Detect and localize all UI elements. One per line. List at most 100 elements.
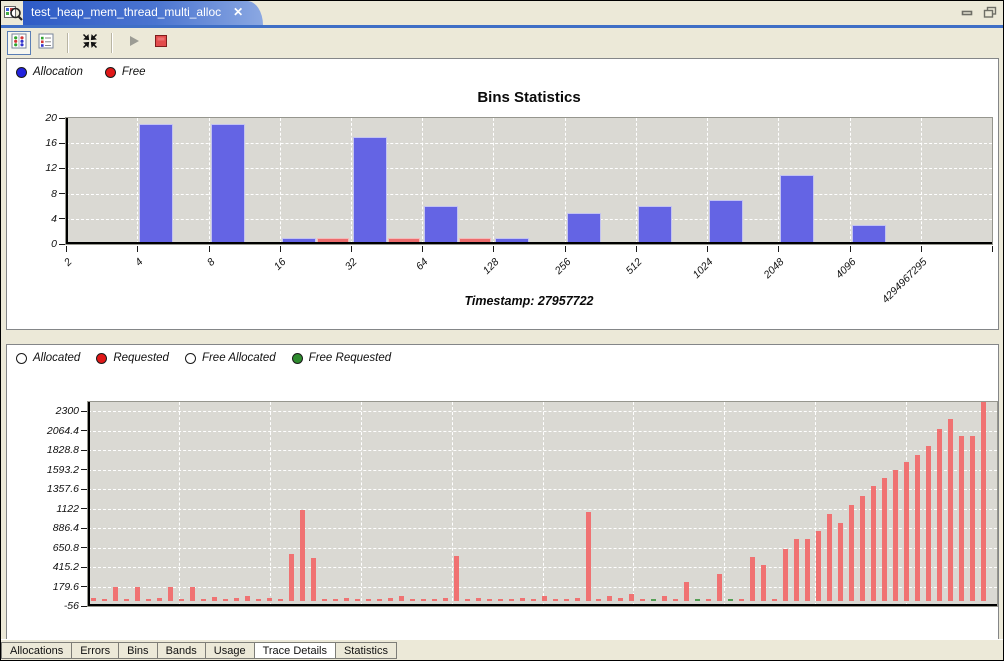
legend-item-requested: Requested <box>96 352 169 364</box>
bar-requested-7 <box>167 586 173 602</box>
bar-requested-36 <box>486 598 492 602</box>
chart-title: Bins Statistics <box>477 89 581 106</box>
y-axis-label: 8 <box>51 187 57 200</box>
gridline <box>269 402 271 606</box>
stop-button[interactable] <box>149 31 173 55</box>
bar-requested-41 <box>541 596 547 602</box>
bar-allocation-8 <box>210 124 245 244</box>
y-axis-label: 1593.2 <box>46 463 79 476</box>
legend-label: Free Allocated <box>201 352 276 364</box>
x-axis <box>88 604 997 606</box>
bar-requested-35 <box>475 598 481 602</box>
legend-swatch-allocation <box>16 66 27 78</box>
y-axis <box>66 118 68 244</box>
bar-requested-54 <box>684 582 690 602</box>
bar-requested-24 <box>354 598 360 602</box>
bar-requested-33 <box>453 556 459 602</box>
bar-allocation-16 <box>281 237 316 244</box>
bar-requested-5 <box>145 598 151 602</box>
view-tab-bar: Allocations Errors Bins Bands Usage Trace Det… <box>1 639 1003 660</box>
gridline <box>208 118 210 244</box>
tab-accent-line <box>1 25 1003 28</box>
gridline <box>815 402 817 606</box>
view-tab-statistics[interactable]: Statistics <box>334 642 397 659</box>
details-list-view-button[interactable] <box>34 31 58 55</box>
y-axis-label: 1122 <box>56 502 79 515</box>
x-tick <box>707 246 709 252</box>
bar-free-requested-51 <box>651 599 657 602</box>
view-tab-allocations[interactable]: Allocations <box>1 642 73 659</box>
x-axis <box>66 242 992 244</box>
x-tick <box>778 246 780 252</box>
gridline <box>422 118 424 244</box>
bar-requested-79 <box>959 435 964 602</box>
y-axis-label: 4 <box>51 212 57 225</box>
gridline <box>178 402 180 606</box>
bar-requested-65 <box>805 539 811 602</box>
view-tab-errors[interactable]: Errors <box>71 642 120 659</box>
gridline <box>66 168 992 170</box>
bar-requested-69 <box>849 504 855 602</box>
bar-requested-10 <box>200 598 206 602</box>
minimize-icon[interactable] <box>961 5 974 23</box>
x-tick <box>350 246 352 252</box>
bar-requested-60 <box>750 557 756 602</box>
x-tick <box>493 246 495 252</box>
bar-requested-6 <box>156 598 162 602</box>
gridline <box>707 118 709 244</box>
bar-requested-76 <box>926 445 932 602</box>
bar-requested-9 <box>189 586 195 602</box>
view-tab-bins[interactable]: Bins <box>118 642 158 659</box>
bar-requested-34 <box>464 598 470 602</box>
legend-swatch-free <box>104 66 116 78</box>
bar-requested-66 <box>816 531 822 602</box>
bar-requested-4 <box>135 586 140 602</box>
bar-allocation-4096 <box>851 225 886 244</box>
y-axis-label: 1828.8 <box>46 444 79 456</box>
legend-swatch-allocated <box>16 352 27 364</box>
fit-to-window-button[interactable] <box>78 31 102 55</box>
bar-requested-8 <box>178 598 184 602</box>
bar-requested-80 <box>970 435 975 602</box>
bins-chart-plot[interactable] <box>65 117 993 245</box>
bar-requested-2 <box>113 586 118 602</box>
x-tick <box>920 246 922 252</box>
bar-requested-42 <box>552 598 558 602</box>
gridline <box>633 402 635 606</box>
trace-chart-plot[interactable] <box>87 401 998 607</box>
bar-requested-40 <box>530 598 536 602</box>
bar-free-requested-55 <box>695 598 701 602</box>
bar-requested-59 <box>739 598 745 602</box>
close-icon[interactable]: ✕ <box>233 5 244 19</box>
bar-requested-32 <box>442 598 448 602</box>
x-tick <box>564 246 566 252</box>
play-button[interactable] <box>122 31 146 55</box>
legend-swatch-free-requested <box>291 352 303 364</box>
bar-requested-63 <box>783 549 789 602</box>
y-axis-label: 16 <box>45 137 57 150</box>
gridline <box>451 402 453 606</box>
bar-requested-27 <box>387 598 393 602</box>
view-tab-bands[interactable]: Bands <box>156 642 206 659</box>
maximize-icon[interactable] <box>983 5 997 23</box>
bar-requested-0 <box>91 598 96 602</box>
bar-allocation-1024 <box>709 199 744 244</box>
x-tick <box>137 246 139 252</box>
legend-label: Allocated <box>33 352 81 364</box>
bar-requested-45 <box>585 512 591 602</box>
details-list-view-icon <box>38 33 54 52</box>
timestamp-label: Timestamp: 27957722 <box>464 294 594 308</box>
bar-requested-48 <box>618 598 624 602</box>
view-tab-usage[interactable]: Usage <box>204 642 255 659</box>
legend-item-allocation: Allocation <box>16 66 83 78</box>
y-axis-label: 415.2 <box>52 561 79 573</box>
bins-chart-view-button[interactable] <box>7 30 31 55</box>
bar-requested-17 <box>277 598 283 602</box>
editor-tab-test-heap-mem-thread-multi-alloc[interactable]: test_heap_mem_thread_multi_alloc ✕ <box>23 1 264 25</box>
toolbar-separator <box>111 32 113 53</box>
legend-item-free: Free <box>104 66 146 78</box>
y-axis-label: 650.8 <box>52 541 79 554</box>
gridline <box>724 402 726 606</box>
view-tab-trace-details[interactable]: Trace Details <box>253 642 336 659</box>
y-axis <box>88 402 90 606</box>
